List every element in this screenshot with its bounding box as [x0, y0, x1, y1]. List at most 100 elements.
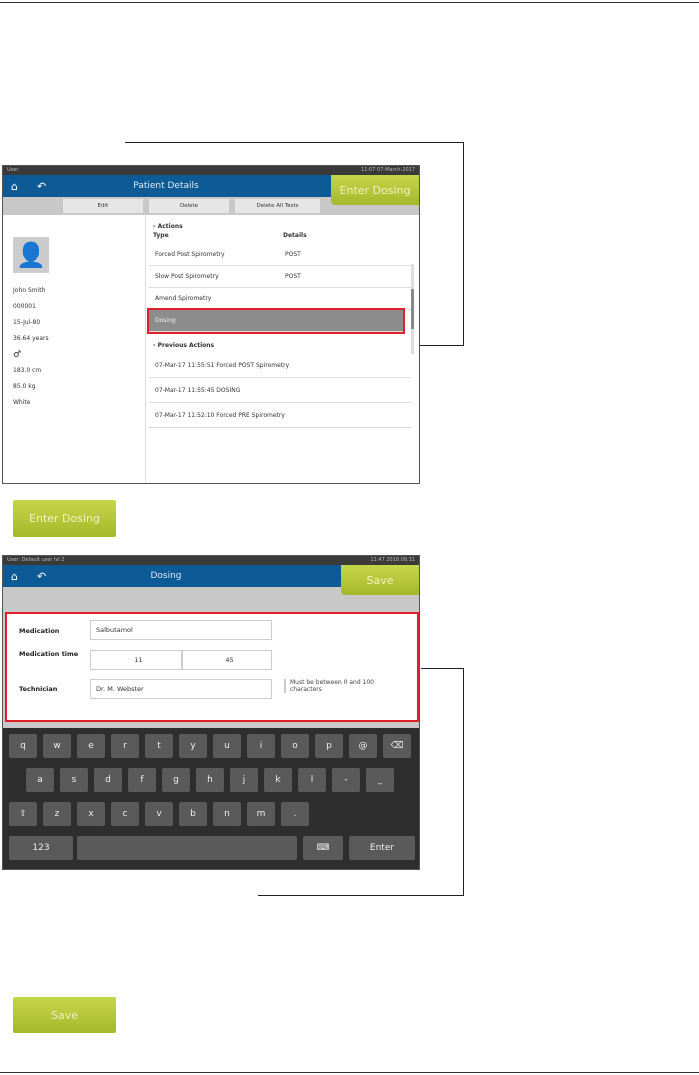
medication-label: Medication — [19, 627, 60, 635]
header: ⌂ ↶ Patient Details — [3, 175, 419, 197]
status-bar: User 11:07 07-March-2017 — [3, 166, 419, 175]
previous-row[interactable]: 07-Mar-17 11:52:10 Forced PRE Spirometry — [149, 403, 411, 428]
key-z[interactable]: z — [43, 802, 71, 826]
key-r[interactable]: r — [111, 734, 139, 758]
key-o[interactable]: o — [281, 734, 309, 758]
callout-line — [463, 142, 464, 345]
patient-dob: 15-Jul-80 — [13, 319, 41, 326]
top-rule — [0, 2, 699, 3]
key-⇧[interactable]: ⇧ — [9, 802, 37, 826]
save-button[interactable]: Save — [341, 565, 419, 595]
callout-line — [125, 142, 464, 143]
dosing-form: Medication Salbutamol Medication time 11… — [5, 612, 419, 722]
key-g[interactable]: g — [162, 768, 190, 792]
key-d[interactable]: d — [94, 768, 122, 792]
key-v[interactable]: v — [145, 802, 173, 826]
key-e[interactable]: e — [77, 734, 105, 758]
patient-id: 000001 — [13, 303, 36, 310]
technician-label: Technician — [19, 685, 58, 693]
action-row[interactable]: Amend Spirometry — [149, 288, 411, 310]
scrollbar[interactable] — [411, 264, 414, 354]
keyboard: q w e r t y u i o p @ ⌫ a s d f g h j k l - _ ⇧ z x c v b n m. 123 ⌨ Ente… — [3, 728, 419, 869]
technician-input[interactable]: Dr. M. Webster — [90, 679, 272, 699]
key-n[interactable]: n — [213, 802, 241, 826]
key-f[interactable]: f — [128, 768, 156, 792]
hour-input[interactable]: 11 — [90, 650, 182, 670]
key-c[interactable]: c — [111, 802, 139, 826]
edit-button[interactable]: Edit — [63, 199, 143, 213]
status-user: User: Default user lvl 2 — [7, 557, 65, 563]
key-a[interactable]: a — [26, 768, 54, 792]
status-user: User — [7, 167, 19, 173]
minute-input[interactable]: 45 — [182, 650, 272, 670]
home-icon[interactable]: ⌂ — [11, 179, 18, 193]
patient-name: John Smith — [13, 287, 46, 294]
patient-ethnicity: White — [13, 399, 31, 406]
status-time: 11:07 07-March-2017 — [361, 167, 415, 173]
patient-panel: 👤 John Smith 000001 15-Jul-80 36.64 year… — [3, 215, 146, 483]
key-@[interactable]: @ — [349, 734, 377, 758]
medication-input[interactable]: Salbutamol — [90, 620, 272, 640]
key-k[interactable]: k — [264, 768, 292, 792]
bottom-rule — [0, 1072, 699, 1073]
patient-details-screenshot: User 11:07 07-March-2017 ⌂ ↶ Patient Detai… — [2, 165, 420, 484]
key-l[interactable]: l — [298, 768, 326, 792]
patient-height: 183.0 cm — [13, 367, 42, 374]
previous-row[interactable]: 07-Mar-17 11:55:51 Forced POST Spirometr… — [149, 353, 411, 378]
back-icon[interactable]: ↶ — [37, 179, 47, 193]
key-t[interactable]: t — [145, 734, 173, 758]
key-.[interactable]: . — [281, 802, 309, 826]
header: ⌂ ↶ Dosing — [3, 565, 419, 587]
delete-all-tests-button[interactable]: Delete All Tests — [235, 199, 320, 213]
gender-icon: ♂ — [13, 350, 22, 360]
key-i[interactable]: i — [247, 734, 275, 758]
key-hide-keyboard[interactable]: ⌨ — [303, 836, 343, 860]
key-s[interactable]: s — [60, 768, 88, 792]
key-123[interactable]: 123 — [9, 836, 73, 860]
action-row-dosing[interactable]: Dosing — [147, 308, 405, 334]
space-key[interactable] — [77, 836, 297, 860]
actions-panel: - Actions Type Details Forced Post Spirom… — [147, 215, 411, 483]
avatar: 👤 — [13, 237, 49, 273]
key-q[interactable]: q — [9, 734, 37, 758]
status-bar: User: Default user lvl 2 11:47 2018.08.31 — [3, 556, 419, 565]
patient-age: 36.64 years — [13, 335, 49, 342]
col-details: Details — [283, 232, 307, 239]
callout-line — [405, 345, 464, 346]
key-x[interactable]: x — [77, 802, 105, 826]
enter-dosing-button[interactable]: Enter Dosing — [331, 175, 419, 205]
actions-heading: - Actions — [153, 223, 183, 230]
callout-line — [421, 668, 464, 669]
previous-heading: - Previous Actions — [153, 342, 215, 349]
callout-line — [258, 895, 464, 896]
key-j[interactable]: j — [230, 768, 258, 792]
key-m[interactable]: m — [247, 802, 275, 826]
key-y[interactable]: y — [179, 734, 207, 758]
key-_[interactable]: _ — [366, 768, 394, 792]
dosing-screenshot: User: Default user lvl 2 11:47 2018.08.31… — [2, 555, 420, 870]
medication-time-label: Medication time — [19, 650, 79, 658]
page-title: Patient Details — [133, 181, 199, 191]
key-h[interactable]: h — [196, 768, 224, 792]
key-⌫[interactable]: ⌫ — [383, 734, 411, 758]
hint-tooltip: Must be between 0 and 100 characters — [284, 679, 404, 693]
back-icon[interactable]: ↶ — [37, 569, 47, 583]
page-title: Dosing — [150, 571, 182, 581]
key-p[interactable]: p — [315, 734, 343, 758]
col-type: Type — [153, 232, 169, 239]
patient-weight: 85.0 kg — [13, 383, 36, 390]
key-w[interactable]: w — [43, 734, 71, 758]
action-row[interactable]: Forced Post Spirometry POST — [149, 244, 411, 266]
action-row[interactable]: Slow Post Spirometry POST — [149, 266, 411, 288]
previous-row[interactable]: 07-Mar-17 11:55:45 DOSING — [149, 378, 411, 403]
status-time: 11:47 2018.08.31 — [370, 557, 415, 563]
key-b[interactable]: b — [179, 802, 207, 826]
key-enter[interactable]: Enter — [349, 836, 415, 860]
home-icon[interactable]: ⌂ — [11, 569, 18, 583]
toolbar: Edit Delete Delete All Tests — [3, 197, 419, 215]
callout-line — [463, 668, 464, 896]
key--[interactable]: - — [332, 768, 360, 792]
save-button-image: Save — [13, 997, 116, 1033]
key-u[interactable]: u — [213, 734, 241, 758]
delete-button[interactable]: Delete — [149, 199, 229, 213]
